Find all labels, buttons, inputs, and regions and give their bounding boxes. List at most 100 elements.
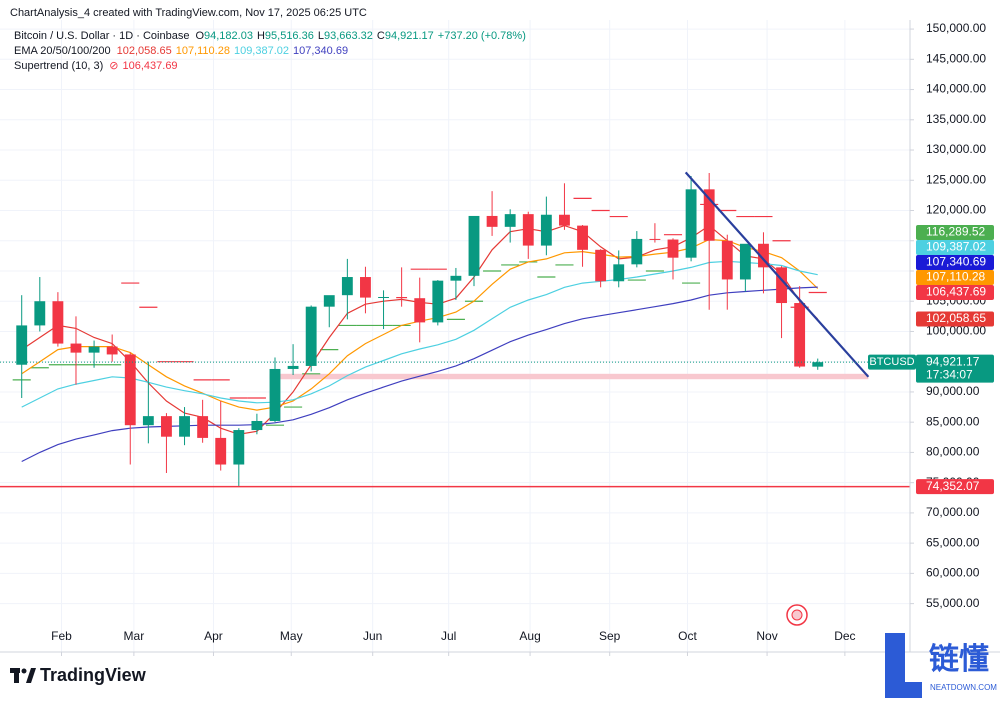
candle-body <box>124 354 136 426</box>
x-tick-label: Apr <box>204 629 223 643</box>
candle-body <box>559 214 570 226</box>
supertrend-icon: ⊘ <box>109 60 118 72</box>
candle-body <box>70 343 82 353</box>
candle-body <box>378 296 389 298</box>
candle-body <box>251 420 263 431</box>
candle-body <box>794 303 806 367</box>
candle-body <box>703 189 715 241</box>
y-tick-label: 85,000.00 <box>926 414 980 428</box>
candle-body <box>52 301 64 344</box>
price-label: 107,340.69 <box>926 255 986 269</box>
last-price-label: 94,921.17 <box>926 354 980 368</box>
candle-body <box>34 301 46 326</box>
candle-body <box>269 368 281 421</box>
ema-value: 107,340.69 <box>293 45 348 57</box>
y-tick-label: 80,000.00 <box>926 445 980 459</box>
candle-body <box>305 306 317 366</box>
axes: 55,000.0060,000.0065,000.0070,000.0075,0… <box>51 21 994 656</box>
x-tick-label: Mar <box>124 629 145 643</box>
event-dot <box>791 609 803 621</box>
price-label-box <box>916 225 994 241</box>
supertrend-value: 106,437.69 <box>123 60 178 72</box>
candle-body <box>721 240 733 280</box>
logo-mark <box>14 668 19 683</box>
price-label: 106,437.69 <box>926 285 986 299</box>
symbol-label: BTCUSD <box>869 356 914 368</box>
brand: TradingView <box>40 665 147 685</box>
x-tick-label: Dec <box>834 629 855 643</box>
last-price-box <box>916 354 994 383</box>
candle-body <box>776 267 787 304</box>
supertrend-label: Supertrend (10, 3) <box>14 60 103 72</box>
price-label-box <box>916 255 994 271</box>
ema-legend: EMA 20/50/100/200 102,058.65 107,110.28 109… <box>14 45 348 57</box>
watermark-logo <box>885 633 922 698</box>
candle-body <box>667 239 679 258</box>
y-tick-label: 65,000.00 <box>926 535 980 549</box>
symbol-box <box>868 354 916 370</box>
logo-mark <box>21 668 27 674</box>
ohlc-value: 94,182.03 <box>204 30 253 42</box>
ohlc-key: O <box>195 30 204 42</box>
candle-body <box>215 437 227 465</box>
candle-body <box>233 430 245 465</box>
price-label-box <box>916 311 994 327</box>
support-label: 74,352.07 <box>926 479 980 493</box>
logo-mark <box>26 668 36 683</box>
watermark: 链懂 NEATDOWN.COM <box>885 633 997 698</box>
brand-logo: TradingView <box>10 665 147 685</box>
y-tick-label: 90,000.00 <box>926 384 980 398</box>
candle-body <box>595 249 607 282</box>
y-tick-label: 125,000.00 <box>926 172 986 186</box>
price-label: 107,110.28 <box>926 270 985 284</box>
candle-body <box>649 238 661 240</box>
y-tick-label: 100,000.00 <box>926 324 986 338</box>
y-tick-label: 130,000.00 <box>926 142 986 156</box>
price-label-box <box>916 270 994 286</box>
candle-body <box>197 416 209 438</box>
symbol: Bitcoin / U.S. Dollar · 1D · Coinbase <box>14 30 189 42</box>
y-tick-label: 140,000.00 <box>926 82 986 96</box>
candle-body <box>540 214 552 246</box>
y-tick-label: 70,000.00 <box>926 505 980 519</box>
price-label-box <box>916 285 994 301</box>
y-tick-label: 55,000.00 <box>926 596 980 610</box>
y-tick-label: 150,000.00 <box>926 21 986 35</box>
candle-body <box>504 214 516 227</box>
candle-body <box>396 296 408 299</box>
candle-body <box>341 277 353 296</box>
candle-body <box>142 416 154 426</box>
y-tick-label: 60,000.00 <box>926 566 980 580</box>
x-tick-label: May <box>280 629 303 643</box>
credit: ChartAnalysis_4 created with TradingView… <box>10 7 367 19</box>
grid <box>0 20 910 652</box>
x-tick-label: Oct <box>678 629 697 643</box>
candle-body <box>179 416 190 437</box>
event-icon[interactable] <box>786 604 808 626</box>
candle-body <box>685 189 697 258</box>
ohlc-key: H <box>257 30 265 42</box>
price-label: 102,058.65 <box>926 311 986 325</box>
candle-body <box>287 365 299 369</box>
y-tick-label: 145,000.00 <box>926 51 986 65</box>
supertrend-legend: Supertrend (10, 3) ⊘ 106,437.69 <box>14 60 178 72</box>
ema-value: 109,387.02 <box>234 45 289 57</box>
symbol-legend: Bitcoin / U.S. Dollar · 1D · Coinbase O94… <box>14 30 526 42</box>
candle-body <box>486 215 498 227</box>
ema-value: 107,110.28 <box>176 45 230 57</box>
ema-line <box>21 286 818 463</box>
candle-body <box>522 214 534 246</box>
candle-body <box>88 346 100 353</box>
ohlc-key: C <box>377 30 385 42</box>
watermark-cn: 链懂 <box>929 642 989 676</box>
price-label: 109,387.02 <box>926 240 986 254</box>
x-tick-label: Aug <box>519 629 540 643</box>
plot <box>0 171 910 488</box>
countdown: 17:34:07 <box>926 367 973 381</box>
ema-value: 102,058.65 <box>117 45 172 57</box>
candle-body <box>631 238 643 265</box>
candle-body <box>323 295 335 307</box>
x-tick-label: Sep <box>599 629 621 643</box>
